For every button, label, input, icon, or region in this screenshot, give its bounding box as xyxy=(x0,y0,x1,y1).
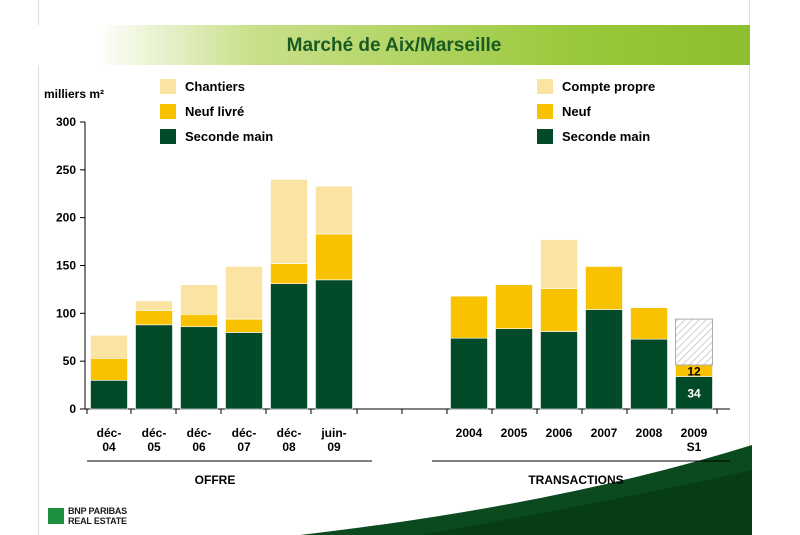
legend-swatch xyxy=(537,79,553,94)
offre-bar-chantiers xyxy=(225,266,263,320)
transactions-x-tick-label: 2009 xyxy=(681,426,708,440)
y-tick-label: 150 xyxy=(56,259,76,273)
logo-mark-icon xyxy=(48,508,64,524)
offre-bar-neuf-livré xyxy=(225,318,263,333)
legend-label: Compte propre xyxy=(562,79,655,94)
transactions-bar-seconde-main xyxy=(585,309,623,410)
y-tick-label: 200 xyxy=(56,211,76,225)
offre-bar-chantiers xyxy=(135,300,173,311)
legend-swatch xyxy=(537,129,553,144)
y-tick-label: 0 xyxy=(69,402,76,416)
transactions-bar-forecast-hatched xyxy=(675,318,713,366)
title-band: Marché de Aix/Marseille xyxy=(38,25,750,65)
offre-bar-neuf-livré xyxy=(180,313,218,328)
legend-swatch xyxy=(537,104,553,119)
offre-bar-chantiers xyxy=(270,179,308,264)
y-tick-label: 300 xyxy=(56,115,76,129)
offre-bar-chantiers xyxy=(315,185,353,235)
transactions-x-tick-label: 2005 xyxy=(501,426,528,440)
transactions-bar-compte-propre xyxy=(540,239,578,289)
transactions-bar-seconde-main xyxy=(450,337,488,410)
y-axis-label: milliers m² xyxy=(44,87,104,101)
transactions-x-tick-label: 2007 xyxy=(591,426,618,440)
y-tick-label: 50 xyxy=(63,354,77,368)
legend-label: Seconde main xyxy=(185,129,273,144)
bnp-paribas-logo: BNP PARIBAS REAL ESTATE xyxy=(48,506,143,528)
logo-line2: REAL ESTATE xyxy=(68,516,127,526)
offre-bar-neuf-livré xyxy=(90,357,128,381)
offre-x-tick-label: 06 xyxy=(192,440,206,454)
legend-swatch xyxy=(160,104,176,119)
offre-x-tick-label: déc- xyxy=(142,426,167,440)
offre-bar-chantiers xyxy=(180,284,218,315)
logo-line1: BNP PARIBAS xyxy=(68,506,127,516)
transactions-bar-neuf xyxy=(450,295,488,339)
offre-x-tick-label: déc- xyxy=(232,426,257,440)
data-label: 12 xyxy=(687,365,701,379)
transactions-x-tick-label: 2008 xyxy=(636,426,663,440)
transactions-bar-neuf xyxy=(495,284,533,329)
transactions-x-tick-label: 2006 xyxy=(546,426,573,440)
legend-label: Neuf xyxy=(562,104,592,119)
offre-x-tick-label: 07 xyxy=(237,440,251,454)
offre-bar-seconde-main xyxy=(225,332,263,410)
offre-bar-seconde-main xyxy=(315,279,353,410)
offre-x-tick-label: déc- xyxy=(187,426,212,440)
transactions-bar-neuf xyxy=(585,266,623,310)
offre-x-tick-label: juin- xyxy=(320,426,346,440)
transactions-bar-seconde-main xyxy=(630,338,668,410)
transactions-x-tick-label: S1 xyxy=(687,440,702,454)
transactions-bar-neuf xyxy=(540,288,578,332)
offre-bar-neuf-livré xyxy=(315,233,353,281)
y-tick-label: 250 xyxy=(56,163,76,177)
offre-group-label: OFFRE xyxy=(195,473,236,487)
legend-swatch xyxy=(160,79,176,94)
transactions-bar-seconde-main xyxy=(540,331,578,410)
legend-label: Chantiers xyxy=(185,79,245,94)
offre-x-tick-label: 09 xyxy=(327,440,341,454)
offre-bar-seconde-main xyxy=(180,326,218,410)
transactions-bar-seconde-main xyxy=(495,328,533,410)
offre-x-tick-label: 04 xyxy=(102,440,116,454)
offre-x-tick-label: 05 xyxy=(147,440,161,454)
transactions-bar-seconde-main xyxy=(675,376,713,410)
offre-bar-seconde-main xyxy=(270,283,308,410)
y-tick-label: 100 xyxy=(56,306,76,320)
transactions-group-label: TRANSACTIONS xyxy=(528,473,623,487)
data-label: 34 xyxy=(687,387,701,401)
offre-bar-chantiers xyxy=(90,335,128,359)
slide-frame xyxy=(38,0,750,535)
offre-x-tick-label: 08 xyxy=(282,440,296,454)
legend-label: Seconde main xyxy=(562,129,650,144)
legend-swatch xyxy=(160,129,176,144)
offre-x-tick-label: déc- xyxy=(97,426,122,440)
transactions-bar-neuf xyxy=(630,307,668,340)
offre-x-tick-label: déc- xyxy=(277,426,302,440)
offre-bar-neuf-livré xyxy=(135,310,173,326)
slide-title: Marché de Aix/Marseille xyxy=(286,35,502,56)
offre-bar-seconde-main xyxy=(90,379,128,410)
legend-label: Neuf livré xyxy=(185,104,244,119)
transactions-x-tick-label: 2004 xyxy=(456,426,483,440)
offre-bar-neuf-livré xyxy=(270,263,308,284)
offre-bar-seconde-main xyxy=(135,324,173,410)
